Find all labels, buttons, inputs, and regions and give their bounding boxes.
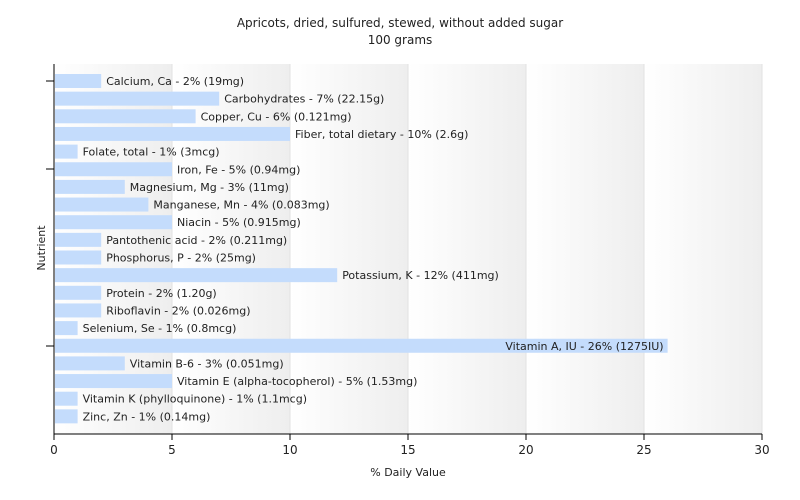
bar [55,144,78,159]
bar [55,162,172,177]
x-tick-label: 0 [50,443,58,457]
bar [55,268,338,283]
bar-labels-group: Calcium, Ca - 2% (19mg) Carbohydrates - 7… [83,75,664,423]
bar-label: Folate, total - 1% (3mcg) [83,146,220,159]
bar-label: Phosphorus, P - 2% (25mg) [106,252,256,265]
bar [55,109,196,124]
bar-label: Protein - 2% (1.20g) [106,287,217,300]
bar-label: Magnesium, Mg - 3% (11mg) [130,181,289,194]
bar [55,321,78,336]
bar [55,374,172,389]
bar-label: Carbohydrates - 7% (22.15g) [224,93,384,106]
x-tick-label: 5 [168,443,176,457]
bar [55,391,78,406]
plot-band [290,64,408,434]
x-tick-label: 15 [400,443,415,457]
bars-group [55,74,668,424]
bar-label: Pantothenic acid - 2% (0.211mg) [106,234,287,247]
bar-label: Vitamin E (alpha-tocopherol) - 5% (1.53m… [177,375,417,388]
x-tick-label: 30 [754,443,769,457]
x-tick-label: 10 [282,443,297,457]
plot-band [172,64,290,434]
plot-band [408,64,526,434]
bar-label: Calcium, Ca - 2% (19mg) [106,75,244,88]
bar-label: Vitamin K (phylloquinone) - 1% (1.1mcg) [83,393,307,406]
bar [55,232,102,247]
bar-label: Niacin - 5% (0.915mg) [177,216,301,229]
bar [55,303,102,318]
bar-label: Iron, Fe - 5% (0.94mg) [177,163,300,176]
plot-band [644,64,762,434]
bar [55,126,290,141]
bar-label: Fiber, total dietary - 10% (2.6g) [295,128,468,141]
bar-label: Vitamin A, IU - 26% (1275IU) [505,340,663,353]
bar-label: Vitamin B-6 - 3% (0.051mg) [130,357,284,370]
y-axis-title: Nutrient [35,225,48,271]
bar-label: Manganese, Mn - 4% (0.083mg) [153,199,329,212]
bar-label: Zinc, Zn - 1% (0.14mg) [83,410,211,423]
bar-label: Selenium, Se - 1% (0.8mcg) [83,322,237,335]
bar [55,179,125,194]
bar [55,74,102,88]
x-axis-title: % Daily Value [370,466,446,479]
bar [55,197,149,212]
bar-label: Riboflavin - 2% (0.026mg) [106,304,250,317]
chart-subtitle: 100 grams [368,33,433,47]
x-tick-label: 20 [518,443,533,457]
bar [55,409,78,424]
bar [55,356,125,371]
grid-lines [171,64,763,434]
bar [55,338,668,353]
bar [55,91,220,106]
bar [55,215,172,230]
plot-background [54,64,762,434]
plot-band [54,64,172,434]
bar [55,250,102,265]
x-tick-label: 25 [636,443,651,457]
x-ticks-group: 0 5 10 15 20 25 30 [50,434,770,457]
plot-band [526,64,644,434]
bar-label: Potassium, K - 12% (411mg) [342,269,499,282]
bar [55,285,102,300]
chart-title: Apricots, dried, sulfured, stewed, witho… [237,16,563,30]
bar-label: Copper, Cu - 6% (0.121mg) [201,110,352,123]
